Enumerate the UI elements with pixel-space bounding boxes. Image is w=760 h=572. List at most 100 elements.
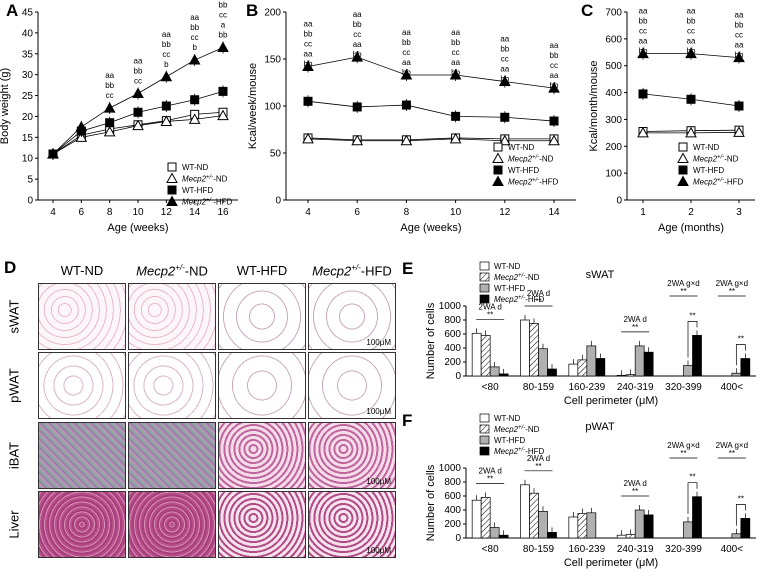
significance-letter: bb — [304, 30, 313, 39]
legend-label-2: WT-HFD — [693, 166, 724, 175]
data-point-3 — [637, 47, 649, 59]
data-point-2 — [401, 100, 411, 110]
legend-suffix: -HFD — [525, 447, 544, 456]
y-tick-label: 0 — [455, 533, 461, 544]
legend-marker-0 — [167, 162, 177, 172]
bar-0 — [568, 363, 579, 377]
significance-letter: bb — [451, 68, 460, 77]
data-point-3 — [103, 102, 116, 113]
x-tick-label: <80 — [482, 544, 499, 555]
panel-letter: A — [6, 1, 18, 20]
significance-letter: aa — [353, 40, 362, 49]
legend-gene: Mecp2 — [508, 155, 533, 164]
legend-gene: Mecp2 — [508, 178, 533, 187]
chart-c: C 0 100 200 300 400 500 600 700 1 2 3 Age (months) Kc… — [581, 1, 755, 234]
y-tick-label: 50 — [270, 149, 282, 160]
legend-swatch-0 — [479, 413, 490, 423]
sig-stars: ** — [729, 449, 735, 458]
data-point-1 — [449, 132, 462, 144]
x-tick-label: 1 — [640, 207, 646, 218]
sig-stars: ** — [535, 297, 541, 306]
significance-letter: cc — [162, 50, 170, 59]
histology-row-label: iBAT — [6, 441, 22, 469]
significance-letter: aa — [134, 56, 143, 65]
histology-image-liver-2 — [218, 491, 306, 558]
legend-swatch-1 — [479, 424, 490, 434]
x-tick-label: 400< — [721, 544, 744, 555]
y-tick-label: 35 — [22, 49, 34, 60]
significance-letter: bb — [550, 81, 559, 90]
significance-letter: bb — [639, 47, 648, 56]
legend-marker-1 — [166, 172, 178, 183]
bar-3 — [740, 358, 751, 377]
data-point-2 — [161, 101, 171, 111]
data-point-2 — [133, 107, 143, 117]
legend-marker-1 — [492, 152, 504, 163]
histology-image-swat-1 — [128, 283, 216, 350]
data-point-3 — [217, 41, 229, 53]
legend-swatch-3 — [479, 294, 490, 304]
x-tick-label: 4 — [305, 207, 311, 218]
significance-letter: bb — [162, 40, 171, 49]
histology-image-liver-3: 100μM — [308, 491, 396, 558]
bar-1 — [529, 323, 539, 377]
data-point-2 — [105, 118, 115, 128]
significance-letter: bb — [451, 38, 460, 47]
legend-sup: +/- — [518, 425, 525, 431]
data-point-3 — [449, 68, 462, 80]
legend-sup: +/- — [717, 155, 724, 161]
sig-stars: ** — [487, 474, 493, 483]
bar-2 — [634, 509, 645, 539]
bar-2 — [489, 366, 500, 377]
x-axis-label: Age (weeks) — [107, 222, 168, 234]
x-tick-label: 240-319 — [617, 382, 654, 393]
significance-letter: aa — [105, 71, 114, 80]
panel-letter-d: D — [4, 258, 17, 277]
bar-1 — [625, 534, 636, 539]
y-tick-label: 600 — [444, 491, 461, 502]
histology-image-swat-3: 100μM — [308, 283, 396, 350]
significance-letter: bb — [500, 45, 509, 54]
sig-test-label: 2WA d — [527, 454, 550, 463]
data-point-1 — [685, 126, 697, 138]
bar-2 — [683, 365, 693, 377]
gene-name: Mecp2 — [136, 263, 176, 279]
y-tick-label: 700 — [605, 8, 622, 19]
significance-letter: aa — [451, 58, 460, 67]
bar-1 — [480, 335, 491, 377]
data-point-1 — [400, 134, 413, 146]
histology-image-ibat-1 — [128, 422, 216, 489]
legend-sup: +/- — [518, 447, 525, 453]
x-tick-label: 2 — [688, 207, 694, 218]
bar-3 — [692, 335, 702, 377]
legend-gene: Mecp2 — [693, 178, 718, 187]
data-point-3 — [160, 70, 173, 82]
significance-letter: aa — [304, 50, 313, 59]
series-line-1 — [307, 138, 554, 142]
x-tick-label: 8 — [107, 207, 113, 218]
x-tick-label: <80 — [482, 382, 499, 393]
legend-swatch-2 — [479, 435, 490, 445]
y-tick-label: 0 — [27, 196, 33, 207]
legend-suffix: -ND — [525, 425, 539, 434]
x-tick-label: 80-159 — [523, 382, 555, 393]
sig-test-label: 2WA d — [624, 479, 647, 488]
legend-suffix: -HFD — [525, 295, 544, 304]
data-point-2 — [190, 95, 200, 105]
bar-1 — [480, 497, 491, 539]
histology-column-label: WT-ND — [60, 263, 104, 278]
data-point-3 — [498, 75, 511, 87]
significance-letter: aa — [687, 7, 696, 16]
histology-image-liver-0 — [38, 491, 126, 558]
sig-bracket-pair — [735, 504, 746, 526]
significance-letter: bb — [500, 75, 509, 84]
y-tick-label: 200 — [605, 142, 622, 153]
bar-2 — [586, 345, 597, 377]
y-axis-label: Kcal/week/mouse — [247, 63, 259, 149]
significance-letter: bb — [735, 21, 744, 30]
significance-letter: bb — [105, 81, 114, 90]
bar-3 — [643, 351, 654, 377]
legend-marker-2 — [167, 185, 177, 195]
bar-3 — [595, 358, 606, 377]
legend-label-3: Mecp2+/--HFD — [693, 178, 744, 187]
